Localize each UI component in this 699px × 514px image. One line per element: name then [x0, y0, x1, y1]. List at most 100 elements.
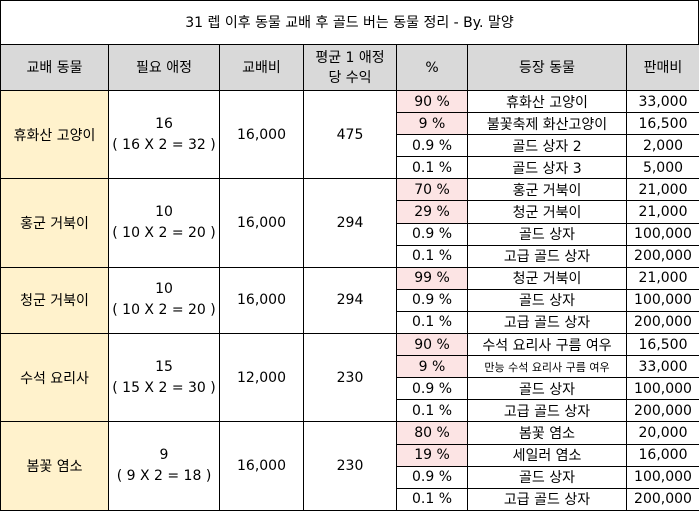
table-row: 0.1 % 고급 골드 상자 200,000 — [1, 487, 699, 511]
price-cell: 2,000 — [626, 134, 699, 158]
appear-animal-cell: 고급 골드 상자 — [467, 399, 627, 423]
appear-animal-cell: 골드 상자 — [467, 377, 627, 401]
appear-animal-cell: 고급 골드 상자 — [467, 244, 627, 268]
appear-animal-cell: 수석 요리사 구름 여우 — [467, 333, 627, 357]
table-row: 수석 요리사 15 ( 15 X 2 = 30 ) 12,000 230 90 % 수석 요… — [0, 333, 699, 423]
income-cell: 230 — [303, 421, 397, 511]
pct-cell: 0.9 % — [396, 465, 468, 489]
price-cell: 200,000 — [626, 399, 699, 423]
pct-cell: 0.9 % — [396, 222, 468, 246]
breed-cost-cell: 12,000 — [219, 333, 304, 423]
pct-cell: 19 % — [396, 443, 468, 467]
breed-cost-cell: 16,000 — [219, 266, 304, 335]
affection-cell: 15 ( 15 X 2 = 30 ) — [108, 333, 220, 423]
price-cell: 100,000 — [626, 222, 699, 246]
header-affection: 필요 애정 — [108, 44, 220, 91]
page-title: 31 렙 이후 동물 교배 후 골드 버는 동물 정리 - By. 말양 — [0, 0, 699, 44]
pct-cell: 99 % — [396, 266, 468, 290]
appear-animal-cell: 불꽃축제 화산고양이 — [467, 112, 627, 136]
header-income: 평균 1 애정 당 수익 — [303, 44, 397, 91]
pct-cell: 9 % — [396, 112, 468, 136]
affection-cell: 10 ( 10 X 2 = 20 ) — [108, 178, 220, 268]
appear-animal-cell: 골드 상자 — [467, 288, 627, 312]
table-row: 19 % 세일러 염소 16,000 — [1, 443, 699, 467]
pct-cell: 0.1 % — [396, 399, 468, 423]
table-row: 휴화산 고양이 16( 16 X 2 = 32 ) 16,000 475 90 % 휴화산… — [0, 89, 699, 180]
table-row: 봄꽃 염소 9( 9 X 2 = 18 ) 16,000 230 80 % 봄꽃 염소 20… — [0, 421, 699, 511]
breeding-table: 교배 동물 필요 애정 교배비 평균 1 애정 당 수익 % 등장 동물 판매비… — [0, 44, 699, 511]
breed-animal-cell: 봄꽃 염소 — [0, 421, 109, 511]
appear-animal-cell: 골드 상자 3 — [467, 156, 627, 180]
appear-animal-cell: 고급 골드 상자 — [467, 310, 627, 335]
appear-animal-cell: 골드 상자 2 — [467, 134, 627, 158]
affection-value: 10 — [155, 204, 173, 221]
pct-cell: 90 % — [396, 333, 468, 357]
breed-cost-cell: 16,000 — [219, 89, 304, 180]
pct-cell: 70 % — [396, 178, 468, 202]
affection-value: 15 — [155, 358, 173, 375]
income-cell: 294 — [303, 266, 397, 335]
affection-formula: ( 15 X 2 = 30 ) — [112, 379, 216, 396]
income-cell: 230 — [303, 333, 397, 423]
header-row: 교배 동물 필요 애정 교배비 평균 1 애정 당 수익 % 등장 동물 판매비 — [0, 44, 699, 91]
price-cell: 100,000 — [626, 377, 699, 401]
income-cell: 294 — [303, 178, 397, 268]
appear-animal-cell: 홍군 거북이 — [467, 178, 627, 202]
breed-cost-cell: 16,000 — [219, 421, 304, 511]
price-cell: 5,000 — [626, 156, 699, 180]
appear-animal-cell: 만능 수석 요리사 구름 여우 — [467, 355, 627, 379]
appear-animal-cell: 봄꽃 염소 — [467, 421, 627, 445]
affection-cell: 16 ( 16 X 2 = 32 ) — [108, 89, 220, 180]
header-income-line2: 당 수익 — [328, 69, 372, 86]
price-cell: 100,000 — [626, 465, 699, 489]
price-cell: 200,000 — [626, 310, 699, 335]
income-cell: 475 — [303, 89, 397, 180]
price-cell: 200,000 — [626, 487, 699, 511]
header-income-line1: 평균 1 애정 — [315, 49, 385, 66]
price-cell: 21,000 — [626, 200, 699, 224]
table-body: 휴화산 고양이 16( 16 X 2 = 32 ) 16,000 475 90 % 휴화산… — [0, 89, 699, 511]
table-row: 29 % 청군 거북이 21,000 — [1, 200, 699, 224]
affection-formula: ( 10 X 2 = 20 ) — [112, 225, 216, 242]
appear-animal-cell: 세일러 염소 — [467, 443, 627, 467]
price-cell: 100,000 — [626, 288, 699, 312]
price-cell: 33,000 — [626, 355, 699, 379]
price-cell: 21,000 — [626, 266, 699, 290]
pct-cell: 0.1 % — [396, 310, 468, 335]
header-appear: 등장 동물 — [467, 44, 627, 91]
appear-animal-cell: 골드 상자 — [467, 465, 627, 489]
breed-animal-cell: 홍군 거북이 — [0, 178, 109, 268]
table-row: 0.1 % 고급 골드 상자 200,000 — [1, 244, 699, 268]
appear-animal-cell: 고급 골드 상자 — [467, 487, 627, 511]
appear-animal-cell: 골드 상자 — [467, 222, 627, 246]
affection-formula: ( 10 X 2 = 20 ) — [112, 302, 216, 319]
breed-animal-cell: 청군 거북이 — [0, 266, 109, 335]
affection-formula: ( 9 X 2 = 18 ) — [116, 468, 212, 485]
affection-value: 16 — [155, 115, 173, 132]
price-cell: 16,000 — [626, 443, 699, 467]
pct-cell: 0.9 % — [396, 288, 468, 312]
price-cell: 21,000 — [626, 178, 699, 202]
pct-cell: 0.1 % — [396, 487, 468, 511]
pct-cell: 80 % — [396, 421, 468, 445]
breed-cost-cell: 16,000 — [219, 178, 304, 268]
breed-animal-cell: 수석 요리사 — [0, 333, 109, 423]
header-pct: % — [396, 44, 468, 91]
table-row: 0.1 % 고급 골드 상자 200,000 — [1, 310, 699, 335]
pct-cell: 90 % — [396, 89, 468, 114]
pct-cell: 29 % — [396, 200, 468, 224]
price-cell: 200,000 — [626, 244, 699, 268]
affection-value: 9 — [159, 447, 169, 464]
appear-animal-cell: 휴화산 고양이 — [467, 89, 627, 114]
header-animal: 교배 동물 — [0, 44, 109, 91]
affection-cell: 10 ( 10 X 2 = 20 ) — [108, 266, 220, 335]
table-row: 청군 거북이 10( 10 X 2 = 20 ) 16,000 294 99 % 청군 거… — [0, 266, 699, 335]
table-row: 9 % 불꽃축제 화산고양이 16,500 — [1, 112, 699, 136]
price-cell: 20,000 — [626, 421, 699, 445]
appear-animal-cell: 청군 거북이 — [467, 266, 627, 290]
header-cost: 교배비 — [219, 44, 304, 91]
table-row: 홍군 거북이 10( 10 X 2 = 20 ) 16,000 294 70 % 홍군 거… — [0, 178, 699, 268]
header-price: 판매비 — [626, 44, 699, 91]
affection-value: 10 — [155, 281, 173, 298]
table-row: 0.9 % 골드 상자 100,000 — [1, 288, 699, 312]
